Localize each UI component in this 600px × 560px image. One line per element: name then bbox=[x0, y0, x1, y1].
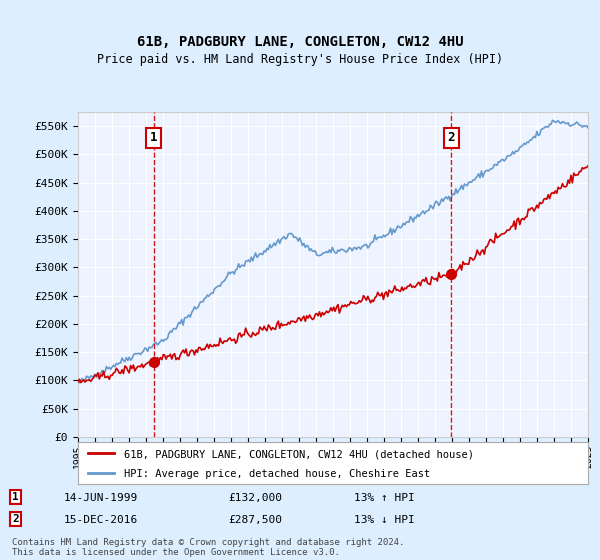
Text: 15-DEC-2016: 15-DEC-2016 bbox=[64, 515, 137, 525]
Text: HPI: Average price, detached house, Cheshire East: HPI: Average price, detached house, Ches… bbox=[124, 469, 430, 479]
Text: 1: 1 bbox=[12, 492, 19, 502]
Text: 13% ↑ HPI: 13% ↑ HPI bbox=[354, 493, 415, 503]
Text: 13% ↓ HPI: 13% ↓ HPI bbox=[354, 515, 415, 525]
Text: 1: 1 bbox=[150, 132, 157, 144]
Text: 61B, PADGBURY LANE, CONGLETON, CW12 4HU: 61B, PADGBURY LANE, CONGLETON, CW12 4HU bbox=[137, 35, 463, 49]
Text: 2: 2 bbox=[12, 514, 19, 524]
Text: Price paid vs. HM Land Registry's House Price Index (HPI): Price paid vs. HM Land Registry's House … bbox=[97, 53, 503, 67]
Text: 14-JUN-1999: 14-JUN-1999 bbox=[64, 493, 137, 503]
Text: £132,000: £132,000 bbox=[229, 493, 283, 503]
Text: 2: 2 bbox=[448, 132, 455, 144]
Text: Contains HM Land Registry data © Crown copyright and database right 2024.
This d: Contains HM Land Registry data © Crown c… bbox=[12, 538, 404, 557]
Text: £287,500: £287,500 bbox=[229, 515, 283, 525]
Text: 61B, PADGBURY LANE, CONGLETON, CW12 4HU (detached house): 61B, PADGBURY LANE, CONGLETON, CW12 4HU … bbox=[124, 449, 474, 459]
